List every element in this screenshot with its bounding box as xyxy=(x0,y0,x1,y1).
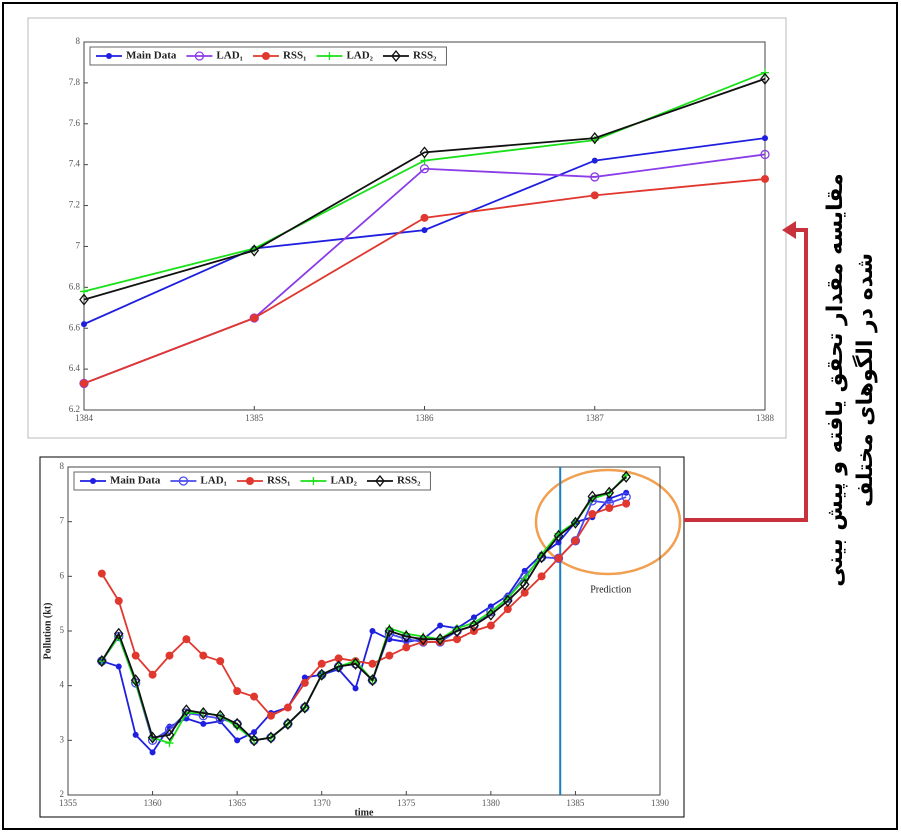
point xyxy=(106,53,112,59)
point xyxy=(386,652,393,659)
x-tick-label: 1375 xyxy=(397,798,416,808)
legend-label: Main Data xyxy=(110,475,161,487)
x-tick-label: 1386 xyxy=(416,413,435,423)
x-tick-label: 1385 xyxy=(245,413,264,423)
point xyxy=(246,478,253,485)
y-tick-label: 7 xyxy=(60,516,65,526)
point xyxy=(251,693,258,700)
point xyxy=(572,537,579,544)
point xyxy=(200,652,207,659)
point xyxy=(555,555,562,562)
x-tick-label: 1370 xyxy=(313,798,332,808)
x-tick-label: 1360 xyxy=(144,798,163,808)
point xyxy=(149,671,156,678)
legend: Main Data LAD₁ RSS₁ LAD₂ RSS₂ xyxy=(74,472,430,490)
legend-label: LAD₂ xyxy=(330,475,357,487)
point xyxy=(166,652,173,659)
legend-label: Main Data xyxy=(126,50,177,62)
point xyxy=(81,380,88,387)
y-tick-label: 6.4 xyxy=(69,363,81,373)
y-tick-label: 7.2 xyxy=(69,200,80,210)
y-tick-label: 7.6 xyxy=(69,118,81,128)
legend-label: RSS₂ xyxy=(397,475,421,487)
y-tick-label: 6.8 xyxy=(69,281,81,291)
legend-label: RSS₂ xyxy=(413,50,437,62)
point xyxy=(369,660,376,667)
point xyxy=(234,688,241,695)
x-tick-label: 1384 xyxy=(75,413,94,423)
point xyxy=(422,227,428,233)
x-tick-label: 1388 xyxy=(756,413,775,423)
x-tick-label: 1390 xyxy=(651,798,670,808)
y-tick-label: 3 xyxy=(60,734,65,744)
x-axis-label: time xyxy=(355,807,374,818)
point xyxy=(267,712,274,719)
point xyxy=(437,623,443,629)
y-tick-label: 7.4 xyxy=(69,159,81,169)
point xyxy=(251,315,258,322)
legend-label: LAD₁ xyxy=(200,475,227,487)
point xyxy=(589,511,596,518)
point xyxy=(284,704,291,711)
point xyxy=(150,749,156,755)
point xyxy=(81,321,87,327)
point xyxy=(217,658,224,665)
x-tick-label: 1355 xyxy=(59,798,78,808)
point xyxy=(421,214,428,221)
point xyxy=(132,652,139,659)
point xyxy=(623,500,630,507)
legend-label: LAD₂ xyxy=(346,50,373,62)
x-tick-label: 1365 xyxy=(228,798,247,808)
point xyxy=(762,175,769,182)
y-tick-label: 6.6 xyxy=(69,322,81,332)
y-tick-label: 4 xyxy=(60,680,65,690)
legend-label: RSS₁ xyxy=(283,50,306,62)
point xyxy=(606,505,613,512)
legend-label: LAD₁ xyxy=(216,50,243,62)
point xyxy=(487,622,494,629)
y-tick-label: 8 xyxy=(60,461,65,471)
y-tick-label: 8 xyxy=(76,36,81,46)
figure: مقایسه مقدار تحقق یافته و پیش بینی شده د… xyxy=(0,0,901,834)
point xyxy=(762,135,768,141)
y-tick-label: 6 xyxy=(60,570,65,580)
point xyxy=(353,685,359,691)
point xyxy=(133,732,139,738)
x-tick-label: 1387 xyxy=(586,413,605,423)
point xyxy=(591,192,598,199)
legend-label: RSS₁ xyxy=(267,475,290,487)
prediction-label: Prediction xyxy=(590,584,631,595)
x-tick-label: 1385 xyxy=(566,798,585,808)
point xyxy=(318,660,325,667)
y-axis-label: Pollution (kt) xyxy=(42,603,53,660)
point xyxy=(116,664,122,670)
point xyxy=(251,729,257,735)
y-tick-label: 7 xyxy=(76,241,81,251)
point xyxy=(183,636,190,643)
point xyxy=(90,478,96,484)
point xyxy=(403,644,410,651)
x-tick-label: 1380 xyxy=(482,798,501,808)
side-note-line: شده در الگوهای مختلف xyxy=(851,253,878,507)
point xyxy=(262,53,269,60)
legend: Main Data LAD₁ RSS₁ LAD₂ RSS₂ xyxy=(90,47,446,65)
y-tick-label: 7.8 xyxy=(69,77,81,87)
point xyxy=(234,737,240,743)
point xyxy=(369,628,375,634)
side-note-line: مقایسه مقدار تحقق یافته و پیش بینی xyxy=(823,173,848,587)
point xyxy=(115,597,122,604)
point xyxy=(592,158,598,164)
point xyxy=(200,721,206,727)
point xyxy=(301,679,308,686)
point xyxy=(538,573,545,580)
point xyxy=(98,570,105,577)
y-tick-label: 5 xyxy=(60,625,65,635)
